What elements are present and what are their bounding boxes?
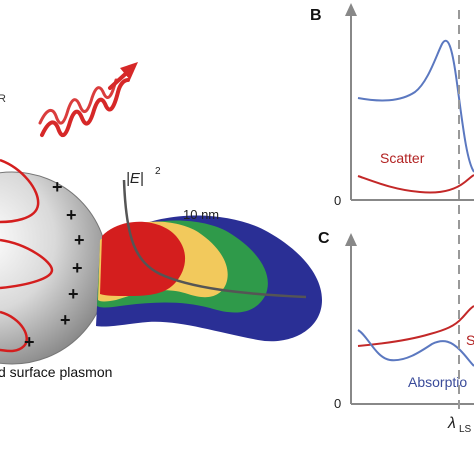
charge-plus: + [52, 177, 63, 197]
charges: + + + + + + + [24, 177, 85, 352]
resonance-wavelength-label: λ [447, 415, 456, 432]
panel-c-zero-tick: 0 [334, 396, 341, 411]
nanoparticle-sphere [0, 171, 109, 365]
charge-plus: + [72, 258, 83, 278]
partial-letter: R [0, 93, 6, 105]
scale-label: 10 nm [183, 207, 219, 222]
resonance-wavelength-subscript: LS [459, 424, 472, 435]
panel-c-red-curve [357, 305, 474, 347]
panel-b-scatter-label: Scatter [380, 150, 425, 166]
field-decay-curve [122, 179, 307, 299]
panel-b-blue-curve [357, 39, 474, 173]
left-panel: R + + + + + + + | [0, 62, 322, 380]
charge-plus: + [68, 284, 79, 304]
charge-plus: + [24, 332, 35, 352]
panel-c-cut-label: S [466, 332, 474, 348]
charge-plus: + [66, 205, 77, 225]
panel-c-letter: C [318, 230, 330, 247]
panel-c-absorption-label: Absorptio [408, 374, 467, 390]
photon-wave-icon [38, 62, 138, 138]
field-intensity-label: |E| [126, 170, 144, 187]
panel-b: B 0 Scatter [310, 3, 474, 208]
figure-caption: d surface plasmon [0, 364, 112, 380]
panel-c-blue-curve [357, 329, 474, 367]
electron-oscillation-curve [0, 158, 54, 353]
panel-b-y-arrow-icon [345, 3, 357, 16]
panel-c-y-arrow-icon [345, 233, 357, 246]
panel-b-zero-tick: 0 [334, 193, 341, 208]
charge-plus: + [60, 310, 71, 330]
charge-plus: + [74, 230, 85, 250]
panel-c: C 0 S Absorptio [318, 230, 474, 411]
panel-b-red-curve [357, 174, 474, 194]
field-intensity-exponent: 2 [155, 166, 161, 177]
panel-b-letter: B [310, 7, 322, 24]
